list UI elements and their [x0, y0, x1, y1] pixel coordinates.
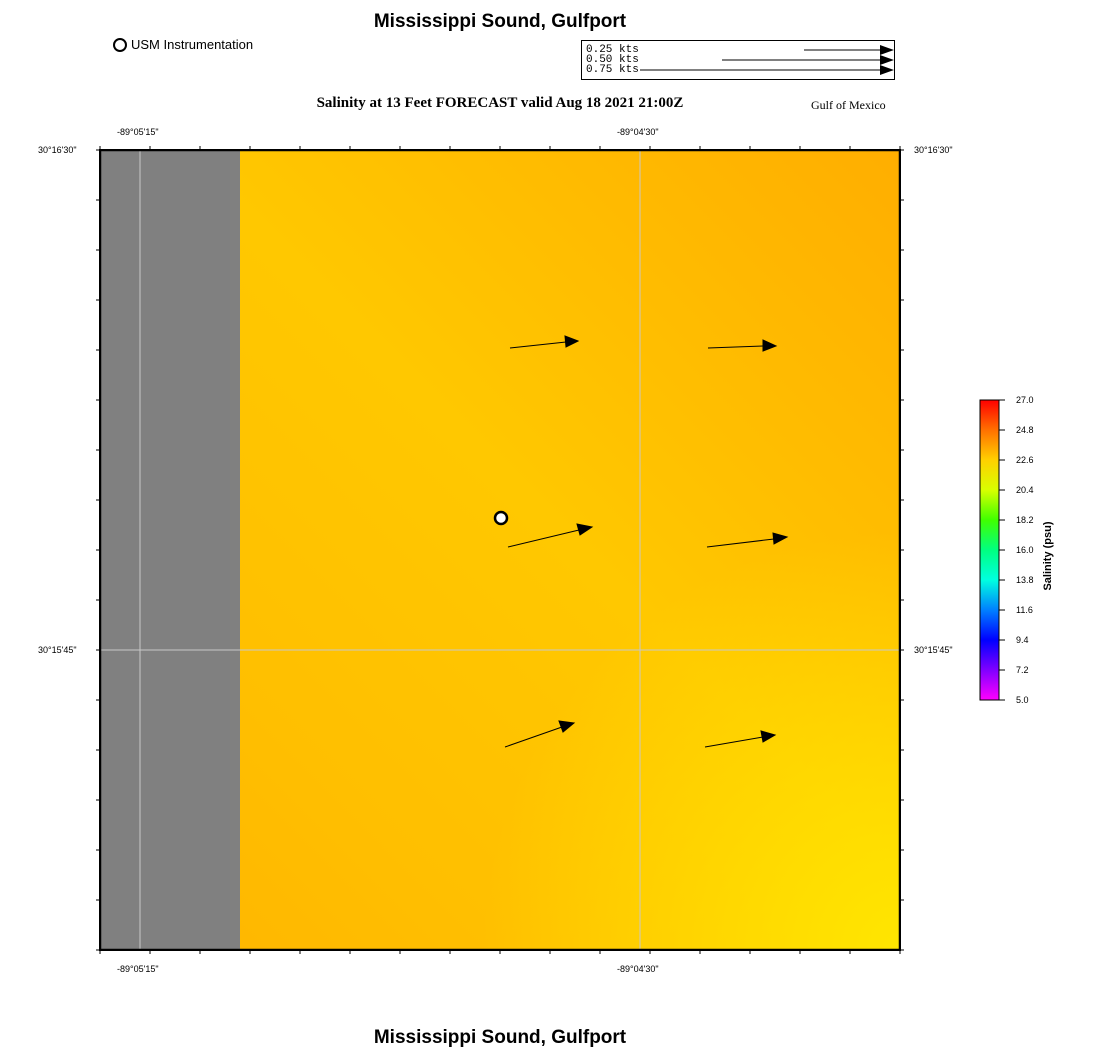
key-label-050: 0.50 kts [586, 54, 639, 66]
lon-label-top-2: -89°04'30" [617, 127, 659, 137]
lat-label-right-1: 30°16'30" [914, 145, 953, 155]
colorbar-tick-label: 27.0 [1016, 395, 1034, 405]
graticule [100, 150, 900, 950]
key-arrow-075 [640, 65, 894, 75]
colorbar-tick-label: 24.8 [1016, 425, 1034, 435]
salinity-colorbar [979, 399, 1005, 701]
circle-marker-icon [113, 37, 127, 52]
footer-title: Mississippi Sound, Gulfport [373, 1027, 627, 1048]
lon-label-bottom-2: -89°04'30" [617, 964, 659, 974]
key-label-025: 0.25 kts [586, 44, 639, 56]
lat-label-left-1: 30°16'30" [38, 145, 77, 155]
lat-label-right-2: 30°15'45" [914, 645, 953, 655]
colorbar-tick-label: 11.6 [1016, 605, 1033, 615]
lat-label-left-2: 30°15'45" [38, 645, 77, 655]
colorbar-tick-label: 7.2 [1016, 665, 1029, 675]
current-arrow [504, 720, 576, 748]
lon-label-bottom-1: -89°05'15" [117, 964, 159, 974]
colorbar-ramp [979, 399, 1000, 701]
map-title: Mississippi Sound, Gulfport [373, 11, 627, 32]
colorbar-tick-label: 22.6 [1016, 455, 1034, 465]
current-vectors [504, 335, 789, 748]
region-label: Gulf of Mexico [811, 98, 886, 112]
station-legend: USM Instrumentation [113, 37, 253, 52]
current-arrow [707, 339, 778, 352]
colorbar-tick-label: 9.4 [1016, 635, 1029, 645]
current-arrow [507, 523, 594, 548]
key-arrow-025 [804, 45, 894, 55]
current-speed-key: 0.25 kts 0.50 kts 0.75 kts [581, 40, 895, 80]
forecast-subtitle: Salinity at 13 Feet FORECAST valid Aug 1… [316, 95, 684, 111]
current-arrow [509, 335, 580, 349]
colorbar-ticks [999, 399, 1005, 701]
key-arrows [640, 45, 894, 75]
usm-station-marker[interactable] [493, 510, 509, 526]
colorbar-tick-label: 18.2 [1016, 515, 1034, 525]
colorbar-tick-label: 5.0 [1016, 695, 1029, 705]
colorbar-tick-label: 20.4 [1016, 485, 1034, 495]
salinity-map[interactable] [99, 149, 901, 951]
station-legend-label: USM Instrumentation [131, 37, 254, 52]
current-arrow [706, 532, 789, 548]
key-label-075: 0.75 kts [586, 64, 639, 76]
frame-ticks [96, 146, 904, 954]
current-arrow [704, 730, 777, 748]
land-area [100, 150, 240, 950]
colorbar-tick-label: 13.8 [1016, 575, 1034, 585]
colorbar-title: Salinity (psu) [1042, 521, 1054, 591]
key-arrow-050 [722, 55, 894, 65]
lon-label-top-1: -89°05'15" [117, 127, 159, 137]
colorbar-tick-label: 16.0 [1016, 545, 1034, 555]
